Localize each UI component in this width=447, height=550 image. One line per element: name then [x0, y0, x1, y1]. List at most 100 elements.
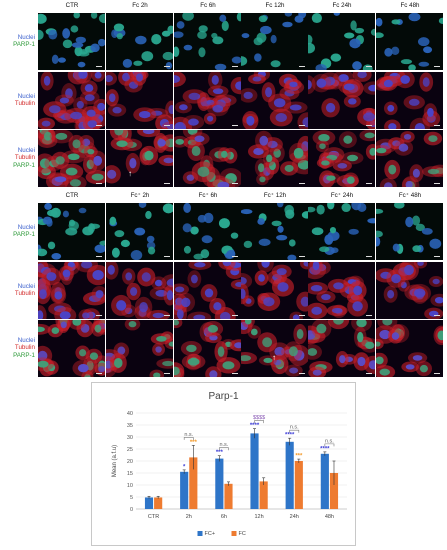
column-header: Fc 24h [332, 2, 352, 9]
row-label-text: Nuclei [17, 282, 35, 290]
scale-bar [232, 65, 238, 67]
legend-swatch [231, 531, 237, 536]
y-tick-label: 30 [127, 435, 133, 441]
bar [154, 497, 163, 509]
scale-bar [366, 182, 372, 184]
panel-a-fc: CTR Fc 2h Fc 6h Fc 12h Fc 24h Fc 48h Nuclei PAR… [0, 0, 447, 192]
scale-bar [232, 372, 238, 374]
bar [259, 481, 268, 509]
micrograph-tile [308, 320, 375, 377]
scale-bar [164, 255, 170, 257]
micrograph-tile [241, 130, 308, 187]
scale-bar [434, 124, 440, 126]
micrograph-tile [38, 203, 105, 260]
legend-label: FC+ [205, 531, 216, 537]
x-tick-label: 6h [221, 514, 227, 520]
y-tick-label: 0 [130, 507, 133, 513]
legend-label: FC [239, 531, 246, 537]
chart-title: Parp-1 [208, 391, 238, 402]
bracket-label: n.s. [325, 438, 334, 444]
bar [294, 461, 303, 509]
row-label-text: PARP-1 [13, 231, 35, 238]
panel-b-fc-plus: CTR Fc⁺ 2h Fc⁺ 6h Fc⁺ 12h Fc⁺ 24h Fc⁺ 48h Nucl… [0, 190, 447, 380]
y-tick-label: 20 [127, 459, 133, 465]
micrograph-tile [376, 72, 443, 129]
column-header: Fc⁺ 24h [330, 192, 354, 199]
micrograph-tile [241, 320, 308, 377]
micrograph-tile [174, 13, 241, 70]
scale-bar [96, 124, 102, 126]
micrograph-tile [174, 203, 241, 260]
micrograph-tile [376, 320, 443, 377]
significance-label: * [183, 464, 186, 470]
significance-label: **** [285, 433, 295, 439]
scale-bar [366, 255, 372, 257]
y-tick-label: 25 [127, 447, 133, 453]
micrograph-tile [308, 262, 375, 319]
column-header: Fc⁺ 12h [263, 192, 287, 199]
bracket-label: n.s. [219, 442, 228, 448]
scale-bar [366, 65, 372, 67]
bar [320, 453, 329, 509]
scale-bar [299, 314, 305, 316]
x-tick-label: 12h [254, 514, 263, 520]
row-label: Nuclei PARP-1 [1, 34, 35, 49]
column-header: Fc⁺ 48h [398, 192, 422, 199]
scale-bar [96, 255, 102, 257]
scale-bar [299, 65, 305, 67]
micrograph-tile [241, 203, 308, 260]
row-label: Nuclei Tubulin PARP-1 [1, 147, 35, 170]
bar [189, 457, 198, 509]
scale-bar [434, 314, 440, 316]
scale-bar [232, 314, 238, 316]
scale-bar [366, 372, 372, 374]
y-tick-label: 10 [127, 483, 133, 489]
row-label-text: PARP-1 [13, 41, 35, 48]
row-label-text: PARP-1 [13, 161, 35, 169]
scale-bar [434, 255, 440, 257]
scale-bar [434, 182, 440, 184]
row-label-text: Nuclei [17, 223, 35, 231]
row-label-text: Nuclei [17, 92, 35, 100]
scale-bar [434, 372, 440, 374]
micrograph-tile [106, 203, 173, 260]
arrow-marker-icon: ↑ [272, 353, 276, 362]
bar [144, 497, 154, 509]
micrograph-tile [38, 320, 105, 377]
micrograph-tile [241, 13, 308, 70]
scale-bar [164, 65, 170, 67]
micrograph-tile [241, 72, 308, 129]
bar [329, 473, 339, 509]
micrograph-tile [376, 130, 443, 187]
row-label: Nuclei Tubulin [1, 283, 35, 298]
micrograph-tile [106, 13, 173, 70]
micrograph-tile [38, 72, 105, 129]
comparison-bracket [254, 420, 264, 424]
scale-bar [164, 372, 170, 374]
micrograph-tile [106, 320, 173, 377]
row-label-text: Tubulin [14, 344, 35, 352]
row-label: Nuclei PARP-1 [1, 224, 35, 239]
x-tick-label: 2h [186, 514, 192, 520]
bracket-label: n.s. [184, 432, 193, 438]
micrograph-tile [174, 262, 241, 319]
comparison-bracket [183, 437, 194, 440]
row-label-text: Nuclei [17, 146, 35, 154]
column-header: CTR [65, 2, 79, 9]
micrograph-tile [106, 262, 173, 319]
scale-bar [164, 314, 170, 316]
scale-bar [232, 255, 238, 257]
row-label-text: PARP-1 [13, 351, 35, 359]
significance-label: *** [190, 440, 198, 446]
scale-bar [366, 124, 372, 126]
scale-bar [299, 182, 305, 184]
chart-svg: Parp-1 0 5 10 15 20 25 30 35 40 Mean (a.f.u) CTR 2h *… [112, 391, 347, 537]
column-header: Fc 6h [200, 2, 216, 9]
bar [250, 433, 259, 509]
scale-bar [96, 182, 102, 184]
row-label-text: Nuclei [17, 336, 35, 344]
scale-bar [299, 255, 305, 257]
micrograph-tile [106, 130, 173, 187]
scale-bar [96, 65, 102, 67]
y-axis-label: Mean (a.f.u) [112, 445, 118, 477]
